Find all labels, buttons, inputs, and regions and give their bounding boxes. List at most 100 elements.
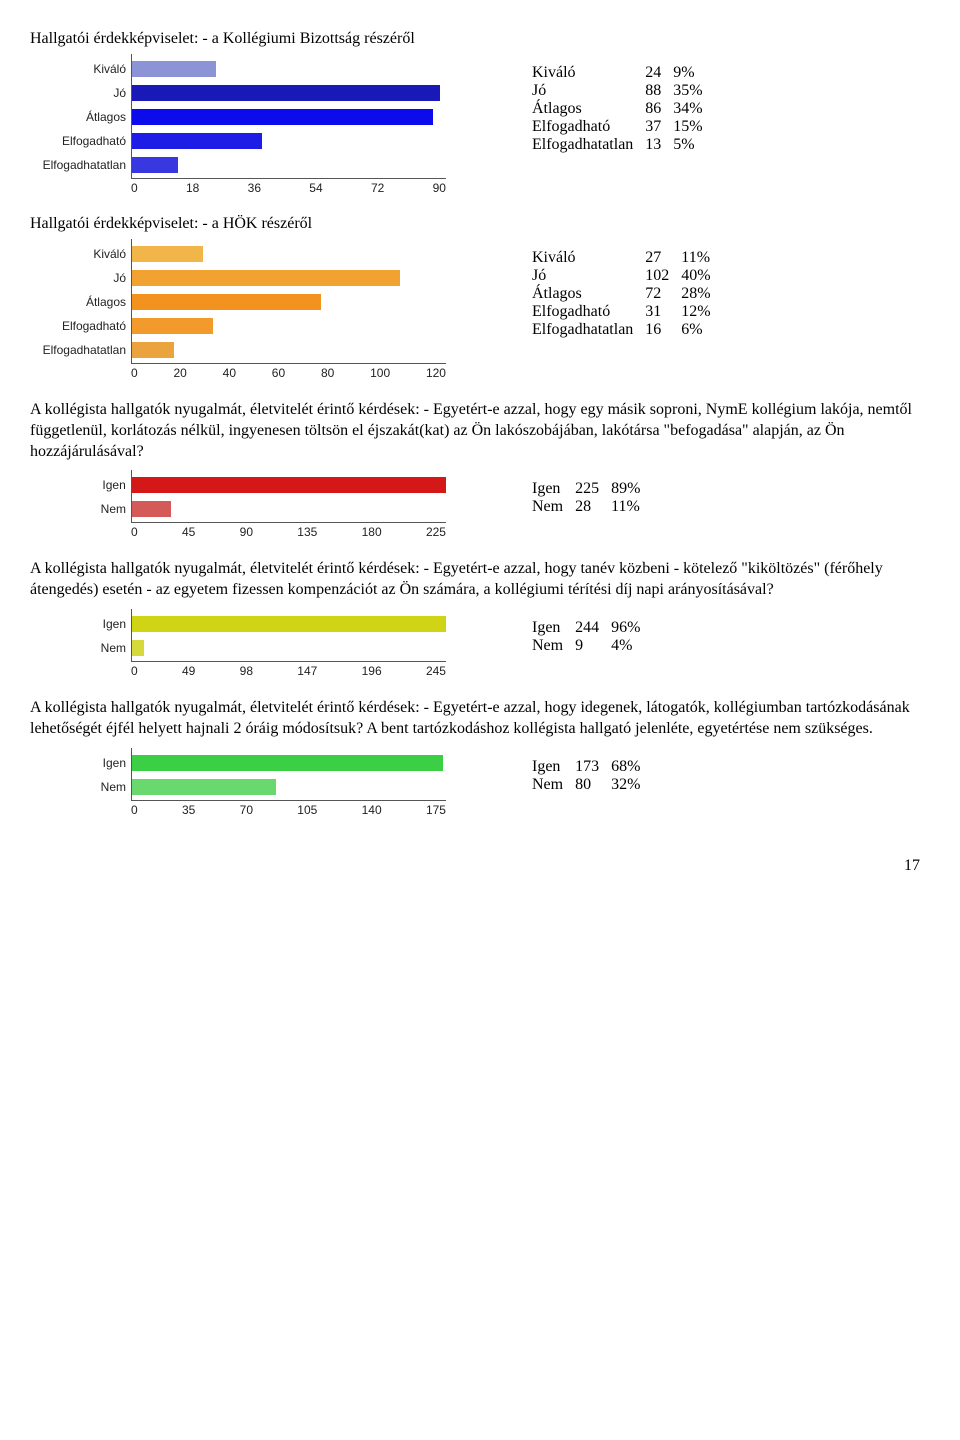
table-cell: 11%	[675, 249, 716, 267]
chart: IgenNem04590135180225	[131, 470, 446, 539]
table-cell: 89%	[605, 480, 646, 498]
chart: KiválóJóÁtlagosElfogadhatóElfogadhatatla…	[131, 54, 446, 195]
chart-axis-tick: 180	[362, 525, 382, 539]
chart-bar-label: Átlagos	[31, 295, 132, 309]
table-cell: 5%	[667, 136, 708, 154]
table-cell: 35%	[667, 82, 708, 100]
chart-axis-tick: 98	[240, 664, 253, 678]
chart-and-table-row: KiválóJóÁtlagosElfogadhatóElfogadhatatla…	[30, 239, 930, 380]
chart-axis-tick: 20	[173, 366, 186, 380]
chart-bar	[132, 342, 174, 358]
table-row: Nem2811%	[526, 498, 646, 516]
chart-and-table-row: KiválóJóÁtlagosElfogadhatóElfogadhatatla…	[30, 54, 930, 195]
chart-axis-tick: 72	[371, 181, 384, 195]
chart-axis-tick: 70	[240, 803, 253, 817]
chart-x-axis: 04998147196245	[131, 664, 446, 678]
table-cell: Elfogadhatatlan	[526, 136, 639, 154]
chart-bar-label: Jó	[31, 271, 132, 285]
chart-bar	[132, 501, 171, 517]
data-table: Igen22589%Nem2811%	[526, 480, 646, 516]
table-row: Igen17368%	[526, 758, 646, 776]
table-row: Jó10240%	[526, 267, 717, 285]
table-cell: Kiváló	[526, 249, 639, 267]
chart-bar	[132, 779, 276, 795]
page-content: Hallgatói érdekképviselet: - a Kollégium…	[30, 30, 930, 817]
chart-bar-row: Igen	[132, 474, 446, 496]
chart-bar-row: Igen	[132, 613, 446, 635]
table-cell: 11%	[605, 498, 646, 516]
table-row: Nem8032%	[526, 776, 646, 794]
table-cell: 28	[569, 498, 605, 516]
chart: KiválóJóÁtlagosElfogadhatóElfogadhatatla…	[131, 239, 446, 380]
table-row: Elfogadhatatlan135%	[526, 136, 709, 154]
chart-x-axis: 01836547290	[131, 181, 446, 195]
chart-bar-label: Elfogadhatatlan	[31, 343, 132, 357]
chart-bar-row: Kiváló	[132, 58, 446, 80]
table-row: Igen22589%	[526, 480, 646, 498]
chart-bar-label: Átlagos	[31, 110, 132, 124]
chart-axis-tick: 120	[426, 366, 446, 380]
table-cell: 31	[639, 303, 675, 321]
table-cell: 13	[639, 136, 667, 154]
table-cell: 244	[569, 619, 605, 637]
chart-axis-tick: 35	[182, 803, 195, 817]
table-cell: 80	[569, 776, 605, 794]
table-row: Jó8835%	[526, 82, 709, 100]
table-cell: Nem	[526, 498, 569, 516]
chart-bar-row: Átlagos	[132, 106, 446, 128]
table-cell: Nem	[526, 776, 569, 794]
chart-axis-tick: 175	[426, 803, 446, 817]
chart-bar-label: Jó	[31, 86, 132, 100]
table-cell: 96%	[605, 619, 646, 637]
chart-bar-label: Elfogadhatatlan	[31, 158, 132, 172]
chart-bar-label: Elfogadható	[31, 319, 132, 333]
chart-bar	[132, 294, 321, 310]
chart-bar-label: Elfogadható	[31, 134, 132, 148]
chart-axis-tick: 90	[240, 525, 253, 539]
chart-axis-tick: 45	[182, 525, 195, 539]
section-title: Hallgatói érdekképviselet: - a Kollégium…	[30, 30, 930, 48]
chart-bar-row: Nem	[132, 637, 446, 659]
table-cell: Igen	[526, 758, 569, 776]
chart-axis-tick: 100	[370, 366, 390, 380]
page-number: 17	[30, 857, 930, 875]
chart: IgenNem03570105140175	[131, 748, 446, 817]
table-cell: 6%	[675, 321, 716, 339]
section-title: A kollégista hallgatók nyugalmát, életvi…	[30, 559, 930, 601]
table-cell: 15%	[667, 118, 708, 136]
chart-axis-tick: 90	[433, 181, 446, 195]
table-cell: 68%	[605, 758, 646, 776]
table-row: Elfogadható3715%	[526, 118, 709, 136]
table-cell: 86	[639, 100, 667, 118]
table-row: Elfogadható3112%	[526, 303, 717, 321]
table-cell: 72	[639, 285, 675, 303]
chart-axis-tick: 105	[297, 803, 317, 817]
chart-axis-tick: 54	[309, 181, 322, 195]
chart-axis-tick: 140	[362, 803, 382, 817]
table-cell: 16	[639, 321, 675, 339]
table-cell: Elfogadható	[526, 303, 639, 321]
chart-axis-tick: 135	[297, 525, 317, 539]
chart-axis-tick: 80	[321, 366, 334, 380]
chart-x-axis: 04590135180225	[131, 525, 446, 539]
chart-bar	[132, 755, 443, 771]
table-cell: 37	[639, 118, 667, 136]
chart-bar-row: Nem	[132, 776, 446, 798]
table-cell: Elfogadható	[526, 118, 639, 136]
table-cell: Jó	[526, 267, 639, 285]
chart-bar-row: Igen	[132, 752, 446, 774]
table-row: Kiváló249%	[526, 64, 709, 82]
table-cell: 9%	[667, 64, 708, 82]
chart-axis-tick: 0	[131, 181, 138, 195]
chart-and-table-row: IgenNem03570105140175Igen17368%Nem8032%	[30, 748, 930, 817]
table-cell: Jó	[526, 82, 639, 100]
chart-x-axis: 020406080100120	[131, 366, 446, 380]
chart-axis-tick: 0	[131, 664, 138, 678]
table-cell: 24	[639, 64, 667, 82]
table-cell: 9	[569, 637, 605, 655]
chart-bar-label: Kiváló	[31, 247, 132, 261]
table-cell: Elfogadhatatlan	[526, 321, 639, 339]
section-title: A kollégista hallgatók nyugalmát, életvi…	[30, 400, 930, 462]
chart-bar	[132, 616, 446, 632]
chart-axis-tick: 225	[426, 525, 446, 539]
